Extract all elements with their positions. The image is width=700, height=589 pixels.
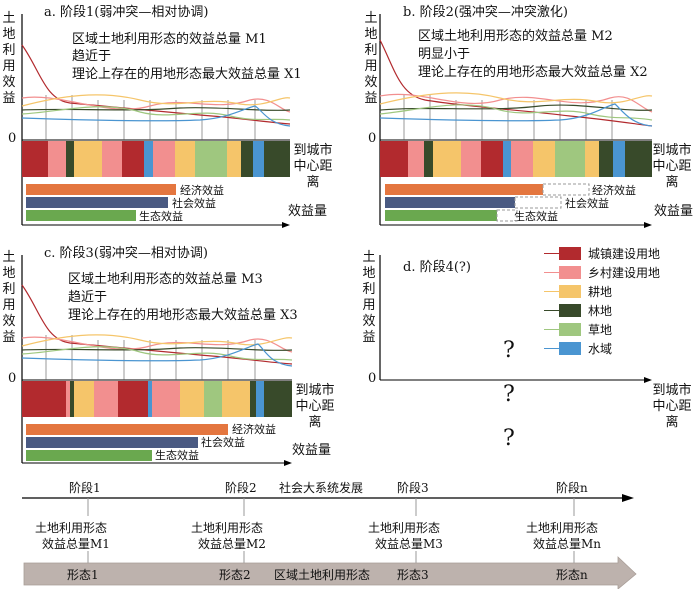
panel-a-desc-3: 理论上存在的用地形态最大效益总量 X1 [72, 67, 302, 82]
legend-swatch-urban [559, 247, 581, 260]
benefit-total-label: 效益量 [292, 443, 332, 458]
legend-swatch-farmland [559, 285, 581, 298]
form-1: 形态1 [67, 568, 99, 582]
timeline-stage-n: 阶段n [556, 481, 588, 495]
panel-a-desc-1: 区域土地利用形态的效益总量 M1 [72, 32, 267, 47]
social-benefit-label: 社会效益 [201, 436, 245, 449]
question-mark: ? [503, 338, 515, 363]
legend-label-water: 水域 [588, 342, 613, 356]
legend-swatch-grassland [559, 323, 581, 336]
panel-c-desc-3: 理论上存在的用地形态最大效益总量 X3 [68, 308, 298, 323]
question-mark: ? [503, 382, 515, 407]
benefit-total-label: 效益量 [288, 204, 328, 219]
panel-b-desc-2: 明显小于 [418, 47, 471, 62]
ecological-benefit-label: 生态效益 [155, 449, 199, 462]
y-axis-label: 土地利用效益 [362, 250, 376, 345]
x-axis-label: 到城市中心距离 [652, 383, 692, 430]
timeline-total-2b: 效益总量M2 [198, 537, 266, 551]
form-2: 形态2 [219, 568, 251, 582]
x-axis-label: 到城市中心距离 [293, 143, 333, 190]
panel-a-graphics [21, 14, 291, 228]
panel-b-title: b. 阶段2(强冲突—冲突激化) [403, 5, 569, 20]
benefit-total-label: 效益量 [654, 204, 694, 219]
y-axis-label: 土地利用效益 [2, 11, 16, 106]
form-3: 形态3 [397, 568, 429, 582]
panel-c-title: c. 阶段3(弱冲突—相对协调) [44, 246, 208, 261]
legend-label-farmland: 耕地 [588, 285, 613, 299]
panel-c-desc-1: 区域土地利用形态的效益总量 M3 [68, 272, 263, 287]
x-axis-label: 到城市中心距离 [295, 383, 335, 430]
social-benefit-label: 社会效益 [565, 197, 609, 210]
legend-swatch-water [559, 342, 581, 355]
legend-label-forest: 林地 [588, 304, 613, 318]
zero-label: 0 [8, 131, 17, 146]
panel-b-desc-3: 理论上存在的用地形态最大效益总量 X2 [418, 65, 648, 80]
timeline-center-label: 社会大系统发展 [279, 481, 364, 495]
timeline-total-1b: 效益总量M1 [42, 537, 110, 551]
panel-a-title: a. 阶段1(弱冲突—相对协调) [44, 5, 209, 20]
social-benefit-label: 社会效益 [172, 197, 216, 210]
ecological-benefit-label: 生态效益 [514, 210, 558, 223]
timeline-total-na: 土地利用形态 [526, 521, 599, 535]
panel-b-graphics [379, 14, 653, 228]
zero-label: 0 [8, 371, 17, 386]
question-mark: ? [503, 426, 515, 451]
economic-benefit-label: 经济效益 [232, 423, 276, 436]
panel-d-graphics [379, 255, 652, 383]
legend-label-rural: 乡村建设用地 [588, 266, 661, 280]
zero-label: 0 [368, 371, 377, 386]
legend-swatch-rural [559, 266, 581, 279]
panel-a-desc-2: 趋近于 [72, 49, 112, 64]
y-axis-label: 土地利用效益 [2, 250, 16, 345]
legend-swatch-forest [559, 304, 581, 317]
economic-benefit-label: 经济效益 [592, 184, 636, 197]
y-axis-label: 土地利用效益 [364, 11, 378, 106]
timeline-stage-1: 阶段1 [69, 481, 101, 495]
timeline-stage-2: 阶段2 [225, 481, 257, 495]
zero-label: 0 [368, 131, 377, 146]
timeline-total-3a: 土地利用形态 [368, 521, 441, 535]
form-n: 形态n [556, 568, 588, 582]
economic-benefit-label: 经济效益 [180, 184, 224, 197]
timeline-total-1a: 土地利用形态 [35, 521, 108, 535]
arrow-label: 区域土地利用形态 [274, 568, 371, 582]
ecological-benefit-label: 生态效益 [139, 210, 183, 223]
panel-c-graphics [21, 255, 293, 466]
legend-label-urban: 城镇建设用地 [588, 247, 661, 261]
timeline-total-3b: 效益总量M3 [375, 537, 443, 551]
timeline-total-2a: 土地利用形态 [191, 521, 264, 535]
timeline-total-nb: 效益总量Mn [533, 537, 602, 551]
panel-b-desc-1: 区域土地利用形态的效益总量 M2 [418, 29, 613, 44]
timeline-stage-3: 阶段3 [397, 481, 429, 495]
timeline-graphics [22, 494, 637, 589]
legend-label-grassland: 草地 [588, 323, 613, 337]
panel-d-title: d. 阶段4(?) [403, 260, 471, 275]
x-axis-label: 到城市中心距离 [652, 143, 692, 190]
panel-c-desc-2: 趋近于 [68, 290, 108, 305]
